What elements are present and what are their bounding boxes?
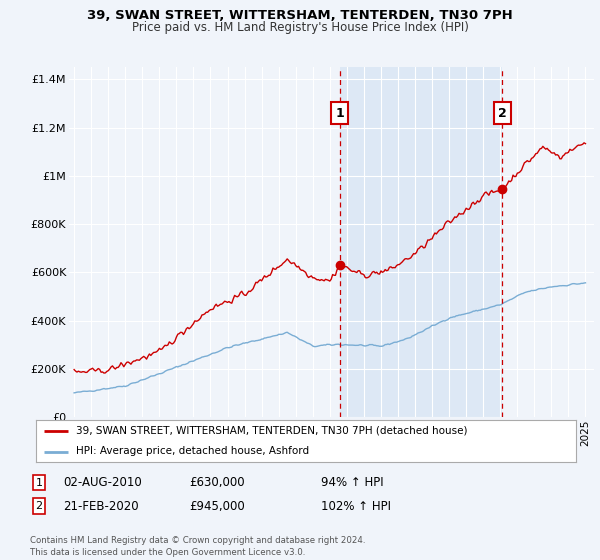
Text: 21-FEB-2020: 21-FEB-2020 xyxy=(63,500,139,513)
Text: HPI: Average price, detached house, Ashford: HPI: Average price, detached house, Ashf… xyxy=(77,446,310,456)
Text: 1: 1 xyxy=(335,106,344,120)
Text: 02-AUG-2010: 02-AUG-2010 xyxy=(63,476,142,489)
Text: 39, SWAN STREET, WITTERSHAM, TENTERDEN, TN30 7PH (detached house): 39, SWAN STREET, WITTERSHAM, TENTERDEN, … xyxy=(77,426,468,436)
Text: £630,000: £630,000 xyxy=(189,476,245,489)
Text: 1: 1 xyxy=(35,478,43,488)
Bar xyxy=(340,67,502,417)
Text: Price paid vs. HM Land Registry's House Price Index (HPI): Price paid vs. HM Land Registry's House … xyxy=(131,21,469,34)
Text: 94% ↑ HPI: 94% ↑ HPI xyxy=(321,476,383,489)
Text: 102% ↑ HPI: 102% ↑ HPI xyxy=(321,500,391,513)
Text: 39, SWAN STREET, WITTERSHAM, TENTERDEN, TN30 7PH: 39, SWAN STREET, WITTERSHAM, TENTERDEN, … xyxy=(87,9,513,22)
Text: 2: 2 xyxy=(498,106,507,120)
Text: Contains HM Land Registry data © Crown copyright and database right 2024.
This d: Contains HM Land Registry data © Crown c… xyxy=(30,536,365,557)
Text: 2: 2 xyxy=(35,501,43,511)
Text: £945,000: £945,000 xyxy=(189,500,245,513)
